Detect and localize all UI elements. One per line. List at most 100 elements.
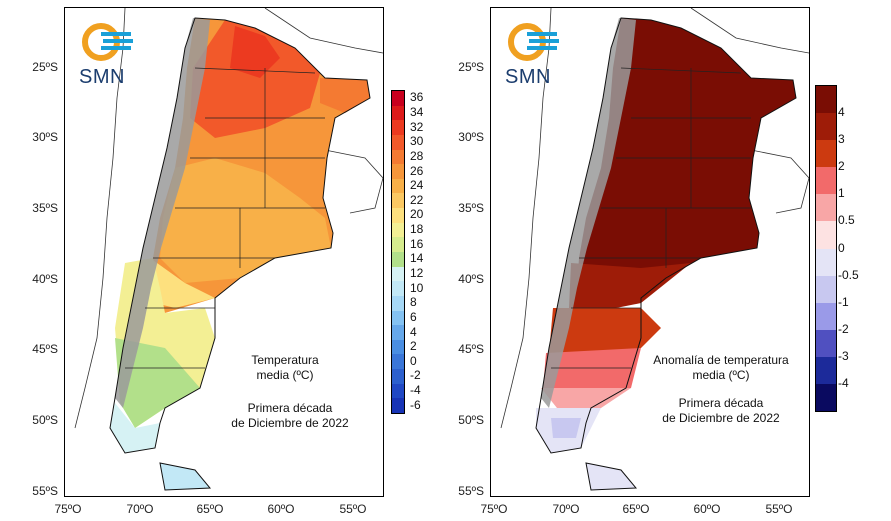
scale-label: 12 — [410, 265, 424, 280]
tierra-del-fuego-zone — [160, 463, 210, 490]
scale-swatch — [392, 398, 404, 414]
scale-label: 36 — [410, 90, 424, 105]
scale-swatch — [816, 140, 836, 168]
scale-label: 0.5 — [838, 213, 855, 228]
bolivia-border-line — [264, 8, 383, 54]
lat-label-55: 55ºS — [458, 484, 484, 498]
scale-label: 34 — [410, 104, 424, 119]
map-title-line2: media (ºC) — [692, 368, 750, 382]
scale-swatch — [392, 149, 404, 165]
lat-label-35: 35ºS — [32, 201, 58, 215]
scale-swatch — [392, 325, 404, 341]
lon-label-70: 70ºO — [552, 502, 580, 516]
map-title-line1: Temperatura — [251, 353, 319, 367]
temp-zone-28-30 — [190, 20, 320, 138]
scale-swatch — [392, 105, 404, 121]
scale-label: -2 — [410, 368, 421, 383]
lat-label-35: 35ºS — [458, 201, 484, 215]
tierra-del-fuego-outline — [585, 462, 638, 491]
scale-swatch — [392, 266, 404, 282]
scale-label: -4 — [410, 383, 421, 398]
scale-swatch — [816, 356, 836, 385]
chile-coast-line — [74, 8, 126, 429]
anomaly-map-panel: SMN Anomalía de temperatura media (ºC) P… — [446, 0, 891, 521]
scale-swatch — [392, 295, 404, 312]
scale-swatch — [392, 222, 404, 238]
scale-swatch — [392, 193, 404, 209]
lon-label-75: 75ºO — [54, 502, 82, 516]
scale-swatch — [816, 302, 836, 331]
lat-label-30: 30ºS — [458, 130, 484, 144]
scale-swatch — [816, 86, 836, 114]
scale-swatch — [816, 167, 836, 195]
map-period: Primera década de Diciembre de 2022 — [210, 401, 370, 431]
tierra-del-fuego-outline — [159, 462, 212, 491]
scale-label: 22 — [410, 192, 424, 207]
scale-label: 26 — [410, 163, 424, 178]
temp-zone-28-east — [320, 78, 370, 113]
scale-label: 3 — [838, 132, 845, 147]
scale-label: -3 — [838, 348, 849, 363]
temp-zone-30-32 — [230, 26, 280, 78]
scale-label: 32 — [410, 119, 424, 134]
scale-label: 4 — [410, 324, 417, 339]
map-title-line1: Anomalía de temperatura — [653, 353, 789, 367]
smn-logo-text: SMN — [79, 66, 125, 88]
province-borders — [551, 67, 751, 369]
lon-label-60: 60ºO — [693, 502, 721, 516]
lat-label-30: 30ºS — [32, 130, 58, 144]
anomaly-map-frame: SMN Anomalía de temperatura media (ºC) P… — [490, 7, 810, 497]
lat-label-40: 40ºS — [32, 272, 58, 286]
uruguay-border-line — [314, 147, 383, 214]
temperature-map-frame: SMN Temperatura media (ºC) Primera décad… — [64, 7, 384, 497]
scale-label: 24 — [410, 178, 424, 193]
bolivia-border-line — [690, 8, 809, 54]
scale-swatch — [392, 164, 404, 180]
scale-label: 0 — [410, 353, 417, 368]
scale-swatch — [392, 369, 404, 385]
scale-swatch — [392, 120, 404, 136]
scale-label: -4 — [838, 375, 849, 390]
anomaly-zone-above-4 — [576, 18, 796, 313]
argentina-outline — [109, 17, 371, 454]
scale-label: -2 — [838, 321, 849, 336]
lat-label-50: 50ºS — [32, 413, 58, 427]
scale-swatch — [816, 329, 836, 358]
scale-swatch — [816, 113, 836, 141]
andes-relief — [541, 18, 636, 408]
temp-zone-22-24 — [160, 158, 331, 283]
lat-label-40: 40ºS — [458, 272, 484, 286]
chile-coast-line — [500, 8, 552, 429]
anomaly-zone-1-2 — [543, 348, 641, 393]
scale-label: 20 — [410, 207, 424, 222]
scale-swatch — [392, 91, 404, 107]
scale-swatch — [816, 383, 836, 412]
scale-label: 6 — [410, 309, 417, 324]
temperature-map-panel: SMN Temperatura media (ºC) Primera décad… — [0, 0, 445, 521]
scale-swatch — [392, 252, 404, 268]
uruguay-border-line — [740, 147, 809, 214]
scale-label: 8 — [410, 295, 417, 310]
lon-label-60: 60ºO — [267, 502, 295, 516]
anomaly-color-scale — [815, 85, 837, 412]
map-period-line1: Primera década — [247, 401, 333, 415]
scale-swatch — [392, 383, 404, 399]
lat-label-45: 45ºS — [458, 342, 484, 356]
temp-zone-14-16 — [115, 338, 200, 428]
scale-label: -1 — [838, 294, 849, 309]
scale-swatch — [392, 237, 404, 253]
scale-label: 14 — [410, 251, 424, 266]
scale-label: 2 — [838, 159, 845, 174]
argentina-outline — [535, 17, 797, 454]
map-title-line2: media (ºC) — [256, 368, 314, 382]
province-borders — [125, 67, 325, 369]
scale-label: 4 — [838, 105, 845, 120]
map-title: Anomalía de temperatura media (ºC) — [641, 353, 801, 383]
lat-label-55: 55ºS — [32, 484, 58, 498]
tierra-del-fuego-zone — [586, 463, 636, 490]
scale-swatch — [392, 178, 404, 194]
scale-label: 2 — [410, 339, 417, 354]
lat-label-25: 25ºS — [32, 60, 58, 74]
temperature-map — [74, 8, 383, 491]
scale-swatch — [816, 248, 836, 277]
